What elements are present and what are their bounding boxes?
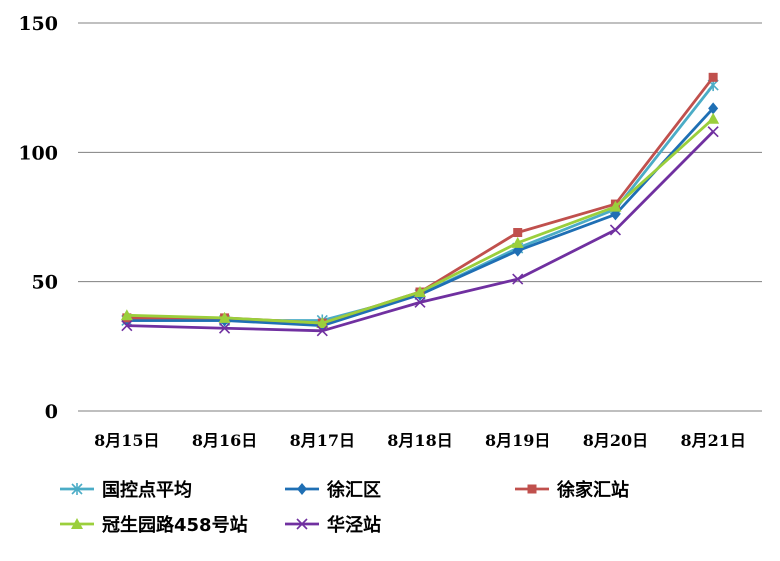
data-point: [121, 320, 133, 332]
legend-marker: [296, 518, 308, 530]
x-axis: 8月15日 8月16日 8月17日 8月18日 8月19日 8月20日 8月21日: [94, 431, 746, 450]
x-tick-label: 8月16日: [192, 431, 257, 450]
data-point: [414, 286, 426, 298]
data-point: [707, 126, 719, 138]
data-point: [513, 228, 523, 238]
data-point: [316, 317, 329, 329]
data-point: [512, 273, 524, 285]
y-tick-label: 0: [45, 401, 58, 423]
y-tick-label: 150: [18, 13, 58, 35]
data-point: [609, 224, 621, 236]
data-point: [316, 325, 328, 337]
series-lines: [120, 72, 720, 337]
gridlines: [78, 22, 762, 412]
x-tick-label: 8月19日: [485, 431, 550, 450]
x-tick-label: 8月17日: [290, 431, 355, 450]
series-4: [120, 112, 720, 329]
legend-label: 华泾站: [327, 514, 381, 536]
y-tick-label: 100: [18, 142, 58, 164]
legend-label: 徐汇区: [326, 479, 381, 501]
data-point: [707, 112, 720, 124]
legend-marker: [71, 483, 83, 495]
legend-label: 徐家汇站: [556, 479, 629, 501]
legend-item: 徐家汇站: [515, 479, 629, 501]
series-5: [121, 126, 719, 337]
legend-item: 华泾站: [285, 514, 381, 536]
data-point: [708, 102, 719, 115]
legend-item: 徐汇区: [285, 479, 381, 501]
legend-item: 国控点平均: [60, 479, 192, 501]
legend-marker: [527, 484, 537, 494]
data-point: [414, 296, 426, 308]
series-line: [126, 130, 715, 333]
x-tick-label: 8月18日: [387, 431, 452, 450]
legend-marker: [71, 518, 83, 529]
legend-label: 冠生园路458号站: [102, 514, 248, 536]
data-point: [609, 200, 622, 212]
data-point: [219, 322, 231, 334]
x-tick-label: 8月21日: [680, 431, 745, 450]
data-point: [120, 309, 133, 321]
legend-item: 冠生园路458号站: [60, 514, 248, 536]
data-point: [218, 311, 231, 323]
legend-label: 国控点平均: [102, 479, 192, 501]
data-point: [511, 236, 524, 248]
y-tick-label: 50: [32, 272, 58, 294]
y-axis: 0 50 100 150: [18, 13, 58, 423]
x-tick-label: 8月20日: [583, 431, 648, 450]
legend-marker: [297, 483, 307, 495]
data-point: [708, 72, 718, 82]
x-tick-label: 8月15日: [94, 431, 159, 450]
